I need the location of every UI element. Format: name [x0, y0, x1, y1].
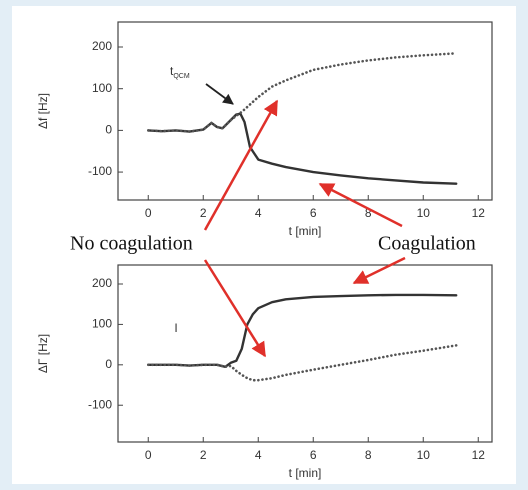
y-tick-label: -100 [88, 164, 112, 178]
marker-label: tQCM [170, 64, 190, 80]
x-axis-label: t [min] [289, 224, 322, 238]
plot-frame [117, 264, 493, 443]
x-tick-label: 4 [255, 448, 262, 462]
data-line [147, 52, 458, 133]
y-tick-label: 200 [92, 39, 112, 53]
annotation: I [174, 321, 177, 335]
y-tick-label: 100 [92, 81, 112, 95]
y-tick-label: -100 [88, 397, 112, 411]
panel-background [12, 6, 516, 484]
arrow [203, 99, 279, 231]
arrow [205, 83, 234, 105]
x-tick-label: 0 [145, 448, 152, 462]
x-tick-label: 8 [365, 448, 372, 462]
x-tick-label: 12 [472, 448, 486, 462]
y-axis-label: ΔΓ [Hz] [36, 334, 50, 373]
y-tick-label: 200 [92, 276, 112, 290]
arrow [352, 256, 406, 285]
x-tick-label: 0 [145, 206, 152, 220]
data-line [147, 344, 458, 382]
x-tick-label: 2 [200, 448, 207, 462]
y-axis-label: Δf [Hz] [36, 93, 50, 129]
arrow [203, 259, 267, 358]
y-tick-label: 0 [105, 357, 112, 371]
arrow [318, 182, 403, 228]
x-axis-label: t [min] [289, 466, 322, 480]
y-tick-label: 0 [105, 123, 112, 137]
x-tick-label: 6 [310, 206, 317, 220]
y-tick-label: 100 [92, 317, 112, 331]
x-tick-label: 8 [365, 206, 372, 220]
annotation: Coagulation [378, 233, 476, 255]
x-tick-label: 6 [310, 448, 317, 462]
x-tick-label: 10 [417, 448, 431, 462]
x-tick-label: 10 [417, 206, 431, 220]
x-tick-label: 12 [472, 206, 486, 220]
annotation: No coagulation [70, 233, 193, 255]
x-tick-label: 2 [200, 206, 207, 220]
plot-frame [117, 21, 493, 201]
x-tick-label: 4 [255, 206, 262, 220]
